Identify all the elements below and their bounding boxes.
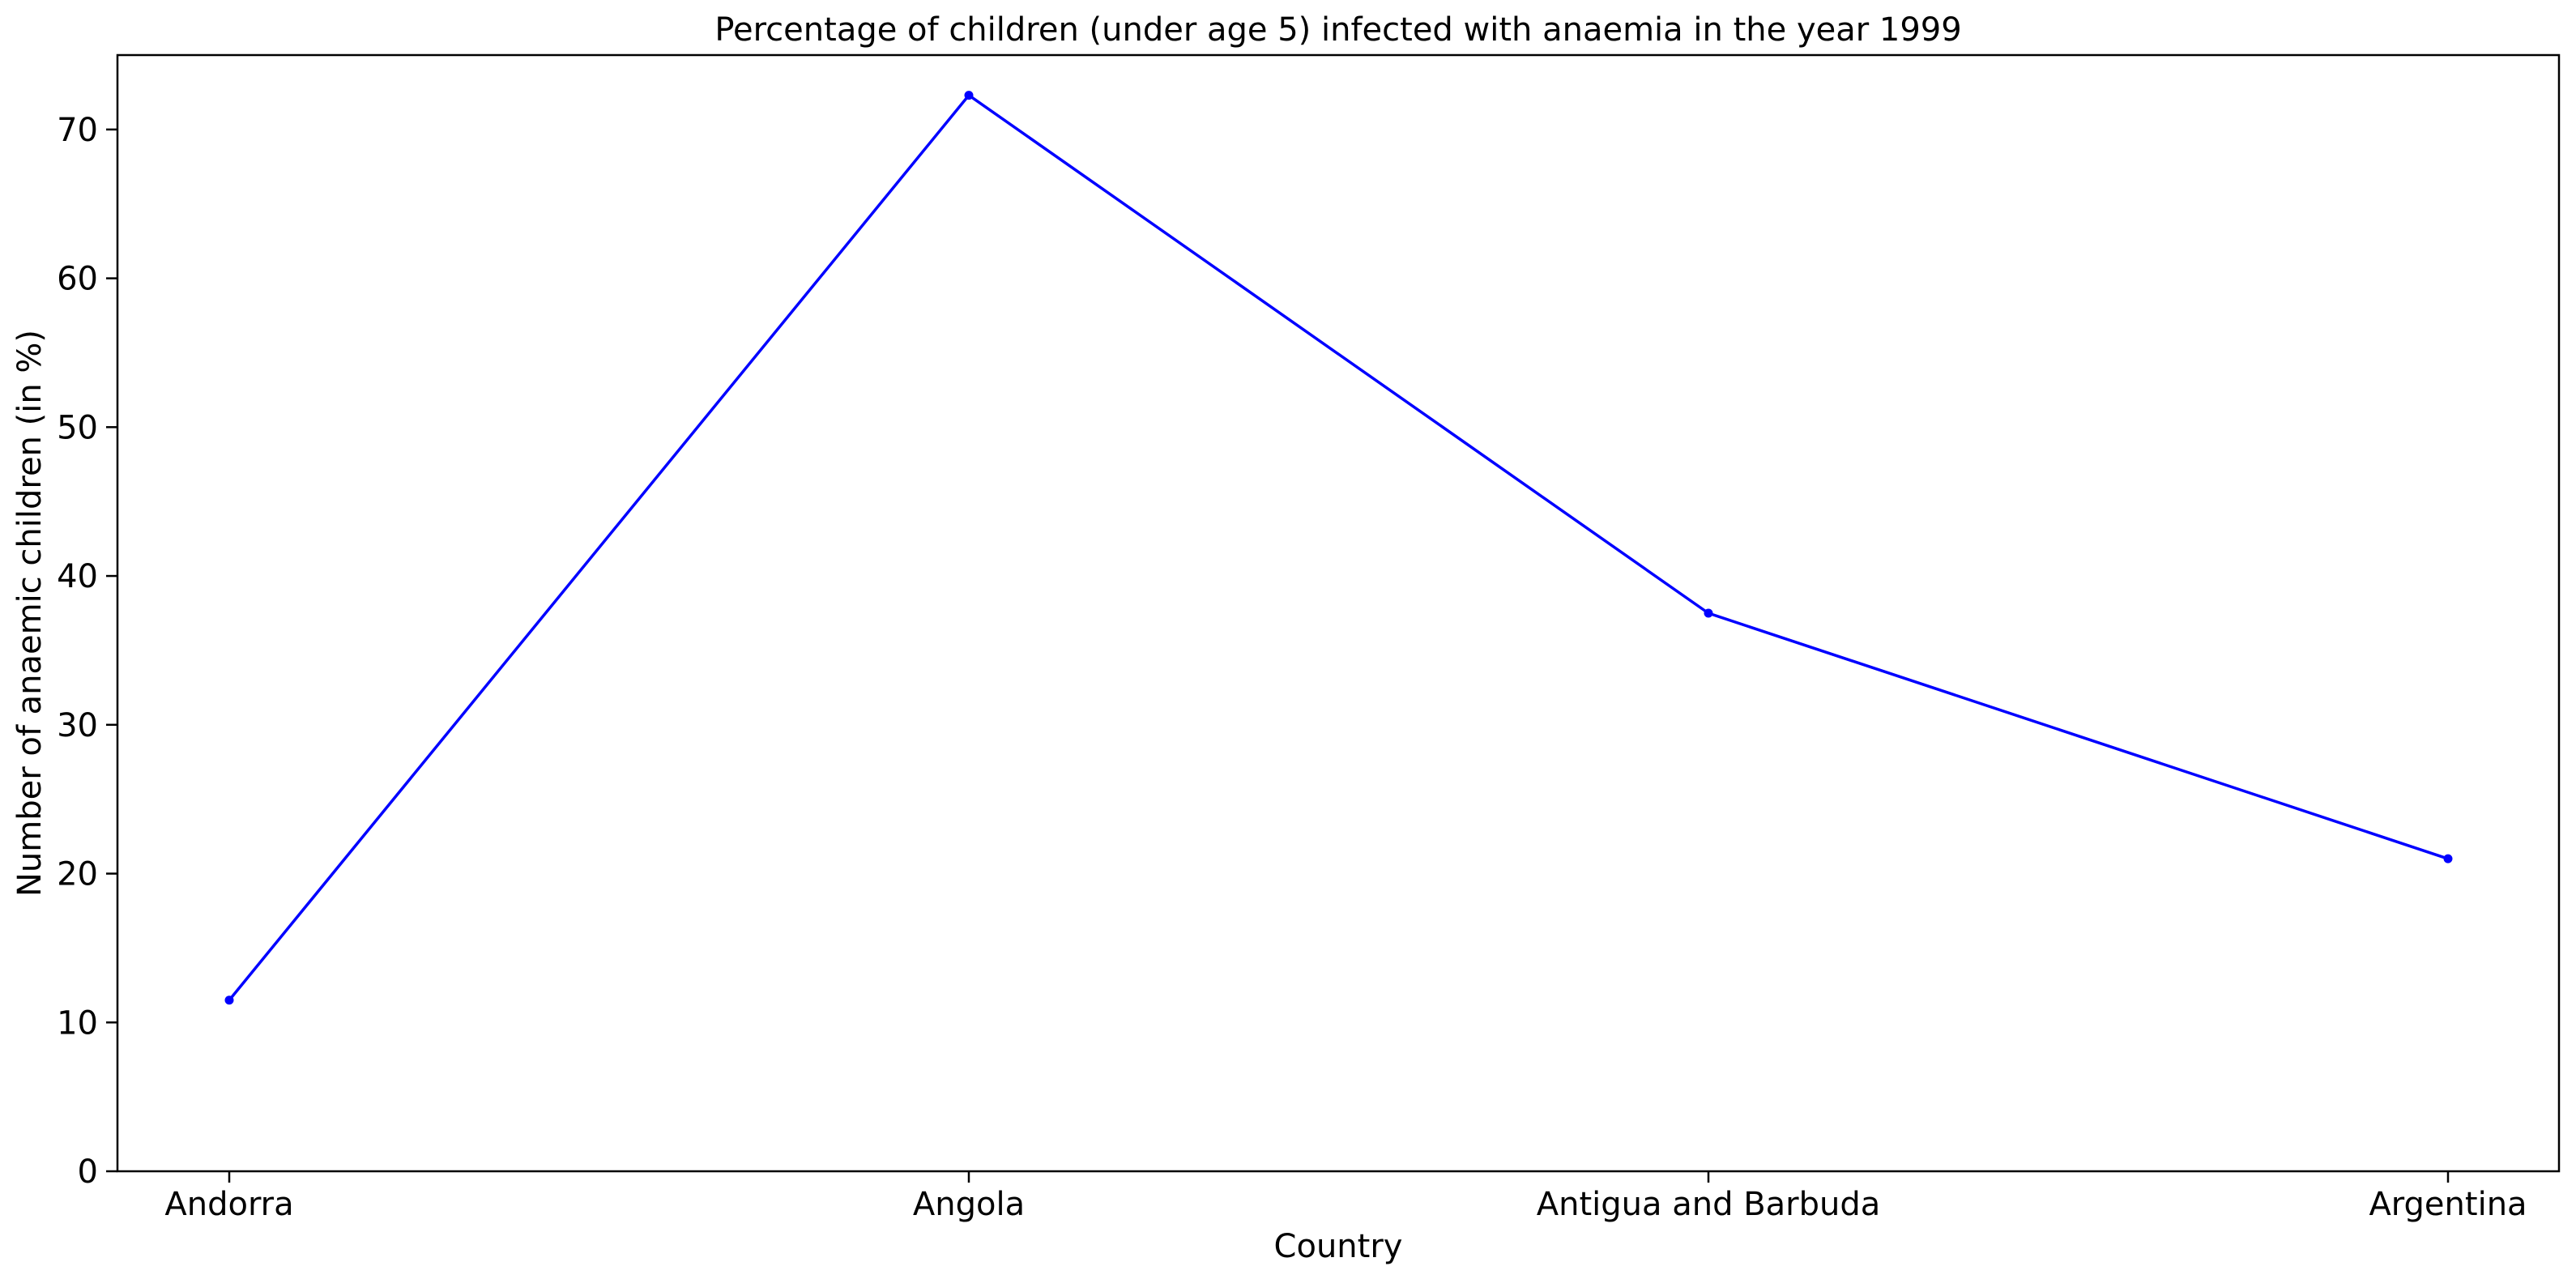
y-axis-label: Number of anaemic children (in %) bbox=[11, 330, 49, 897]
x-axis-ticks: Andorra Angola Antigua and Barbuda Argentin… bbox=[164, 1171, 2527, 1223]
plot-frame bbox=[116, 53, 2561, 1173]
x-tick-label: Antigua and Barbuda bbox=[1537, 1186, 1881, 1223]
y-tick-label: 50 bbox=[57, 409, 98, 446]
x-axis-label: Country bbox=[1274, 1228, 1403, 1265]
series-layer bbox=[224, 91, 2453, 1005]
y-tick-label: 10 bbox=[57, 1004, 98, 1042]
y-tick-label: 70 bbox=[57, 112, 98, 149]
chart-title: Percentage of children (under age 5) inf… bbox=[714, 11, 1961, 49]
y-tick-label: 60 bbox=[57, 261, 98, 298]
data-point bbox=[1704, 608, 1713, 618]
series-line bbox=[228, 93, 2450, 1002]
y-tick-label: 0 bbox=[78, 1153, 98, 1191]
data-point bbox=[2443, 854, 2453, 863]
x-tick-label: Andorra bbox=[164, 1186, 293, 1223]
x-tick-label: Angola bbox=[913, 1186, 1025, 1223]
y-tick-label: 20 bbox=[57, 856, 98, 893]
data-point bbox=[224, 995, 234, 1005]
data-point bbox=[964, 91, 974, 100]
y-tick-label: 40 bbox=[57, 558, 98, 595]
x-tick-label: Argentina bbox=[2369, 1186, 2527, 1223]
y-axis-ticks: 0 10 20 30 40 50 60 70 bbox=[57, 112, 117, 1191]
y-tick-label: 30 bbox=[57, 707, 98, 744]
